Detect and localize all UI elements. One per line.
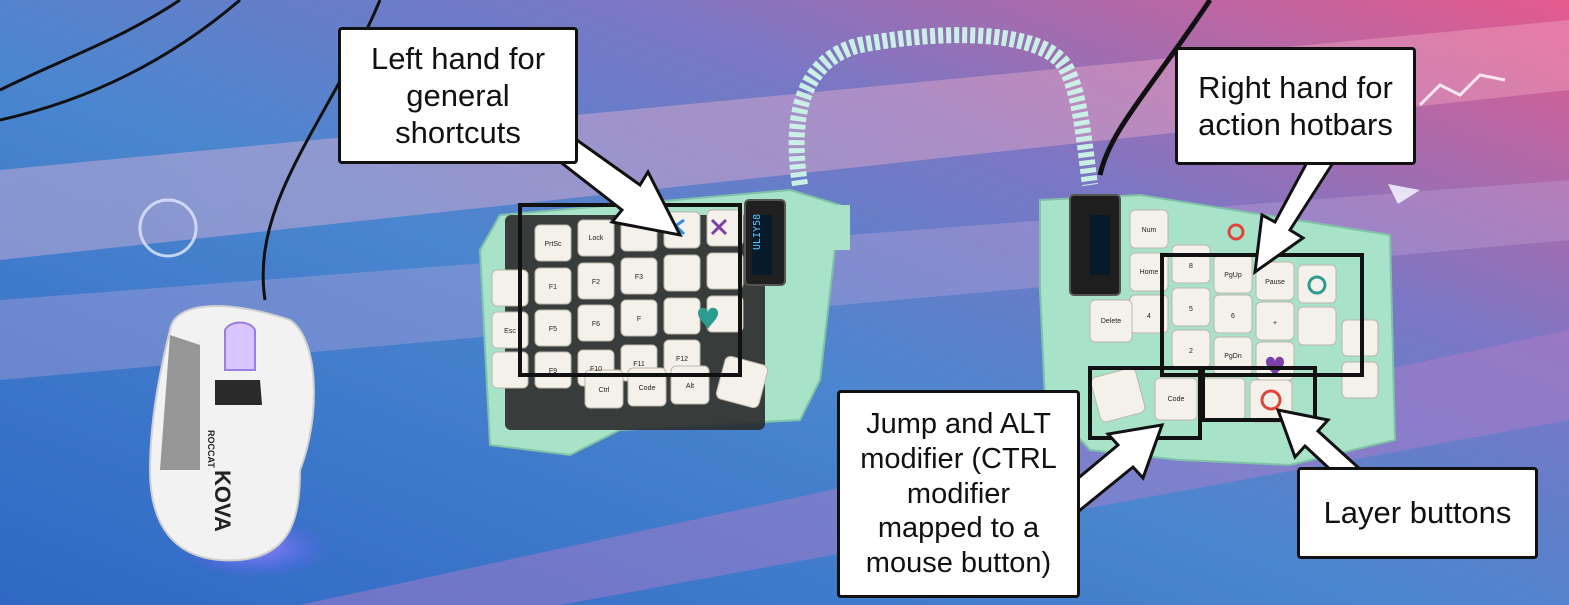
key-label: F10 <box>590 366 602 373</box>
mouse-brand-text: ROCCAT <box>206 430 216 468</box>
key-label: PgDn <box>1224 353 1242 360</box>
key-label: F5 <box>549 326 557 333</box>
callout-left-hand: Left hand for general shortcuts <box>338 27 578 164</box>
key-label: F3 <box>635 274 643 281</box>
callout-left-hand-text: Left hand for general shortcuts <box>370 40 546 151</box>
key-label: F12 <box>676 356 688 363</box>
arrow-jump-alt <box>1055 423 1165 518</box>
callout-layer-buttons-text: Layer buttons <box>1323 495 1512 531</box>
key-label: F1 <box>549 284 557 291</box>
right-keycaps <box>1089 209 1379 423</box>
key-label: Code <box>1168 396 1185 403</box>
mat-triangle <box>1388 184 1420 204</box>
key-label: Alt <box>686 383 694 390</box>
key-label: F9 <box>549 368 557 375</box>
mat-zigzag <box>1418 73 1506 107</box>
key-label: + <box>1273 320 1277 327</box>
key-label: Esc <box>504 328 516 335</box>
callout-jump-alt: Jump and ALT modifier (CTRL modifier map… <box>837 390 1080 598</box>
callout-right-hand-text: Right hand for action hotbars <box>1198 69 1393 142</box>
mouse-cable <box>0 0 181 92</box>
key-label: 6 <box>1231 313 1235 320</box>
key-label: PgUp <box>1224 272 1242 279</box>
key-label: Delete <box>1101 318 1121 325</box>
key-label: Home <box>1140 269 1159 276</box>
key-label: Ctrl <box>599 387 610 394</box>
key-label: 5 <box>1189 306 1193 313</box>
key-label: Lock <box>589 235 604 242</box>
arrow-right-hand <box>1253 139 1341 276</box>
mouse-cable <box>0 0 241 122</box>
key-label: F11 <box>633 361 645 368</box>
coiled-cable <box>788 27 1098 187</box>
key-label: PrtSc <box>544 241 562 248</box>
callout-jump-alt-text: Jump and ALT modifier (CTRL modifier map… <box>860 408 1057 580</box>
oled-text: ULIY58 <box>752 214 763 250</box>
callout-right-hand: Right hand for action hotbars <box>1175 47 1416 165</box>
mouse: KOVA ROCCAT <box>148 305 330 578</box>
key-label: 4 <box>1147 313 1151 320</box>
key-label: Code <box>639 385 656 392</box>
key-label: F6 <box>592 321 600 328</box>
key-label: F2 <box>592 279 600 286</box>
mouse-model-text: KOVA <box>210 470 235 532</box>
key-label: F <box>637 316 641 323</box>
usb-cable <box>1097 0 1213 176</box>
key-label: 8 <box>1189 263 1193 270</box>
callout-layer-buttons: Layer buttons <box>1297 467 1538 559</box>
mat-circle <box>138 198 198 258</box>
key-label: Num <box>1142 227 1157 234</box>
left-keyboard-half: ULIY58 <box>478 188 850 457</box>
key-label: 2 <box>1189 348 1193 355</box>
key-label: Pause <box>1265 279 1285 286</box>
right-keyboard-half: Num Home 8 PgUp Pause 5 6 + 2 PgDn Delet… <box>1039 193 1397 467</box>
